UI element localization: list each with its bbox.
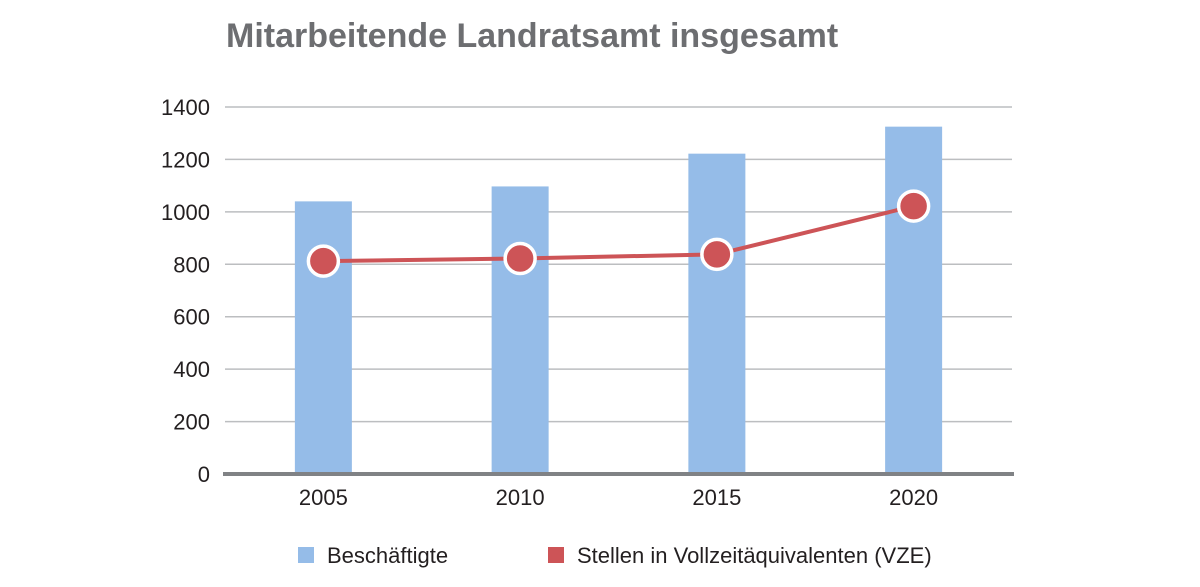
legend-item-beschaeftigte: Beschäftigte — [298, 543, 448, 568]
vze-line — [323, 204, 915, 264]
y-tick-label: 1200 — [161, 147, 210, 172]
y-tick-label: 1000 — [161, 200, 210, 225]
y-tick-label: 0 — [198, 462, 210, 487]
y-tick-label: 200 — [173, 410, 210, 435]
bar-2020 — [885, 126, 943, 475]
legend-item-vze: Stellen in Vollzeitäquivalenten (VZE) — [548, 543, 932, 568]
grid: 0 200 400 600 800 1000 1200 1400 — [161, 95, 1012, 487]
x-tick-label: 2010 — [496, 485, 545, 510]
legend-swatch-vze — [548, 547, 564, 563]
y-tick-label: 400 — [173, 357, 210, 382]
vze-point-2005 — [306, 244, 341, 278]
bar-2015 — [688, 153, 746, 474]
line-series-vze — [306, 189, 931, 278]
vze-point-2015 — [700, 237, 734, 272]
legend-swatch-beschaeftigte — [298, 547, 314, 563]
y-tick-label: 1400 — [161, 95, 210, 120]
bar-2005 — [294, 201, 352, 474]
x-tick-label: 2015 — [692, 485, 741, 510]
vze-point-2020 — [896, 189, 931, 223]
bar-series-beschaeftigte — [294, 126, 943, 475]
chart-title: Mitarbeitende Landratsamt insgesamt — [226, 17, 838, 55]
legend-label-beschaeftigte: Beschäftigte — [327, 543, 448, 568]
y-tick-label: 800 — [173, 252, 210, 277]
bar-2010 — [491, 186, 549, 474]
vze-point-2010 — [503, 241, 537, 276]
axes: 2005 2010 2015 2020 — [223, 472, 1014, 510]
y-tick-label: 600 — [173, 305, 210, 330]
x-tick-label: 2020 — [889, 485, 938, 510]
legend: Beschäftigte Stellen in Vollzeitäquivale… — [298, 543, 932, 568]
x-tick-label: 2005 — [299, 485, 348, 510]
legend-label-vze: Stellen in Vollzeitäquivalenten (VZE) — [577, 543, 932, 568]
